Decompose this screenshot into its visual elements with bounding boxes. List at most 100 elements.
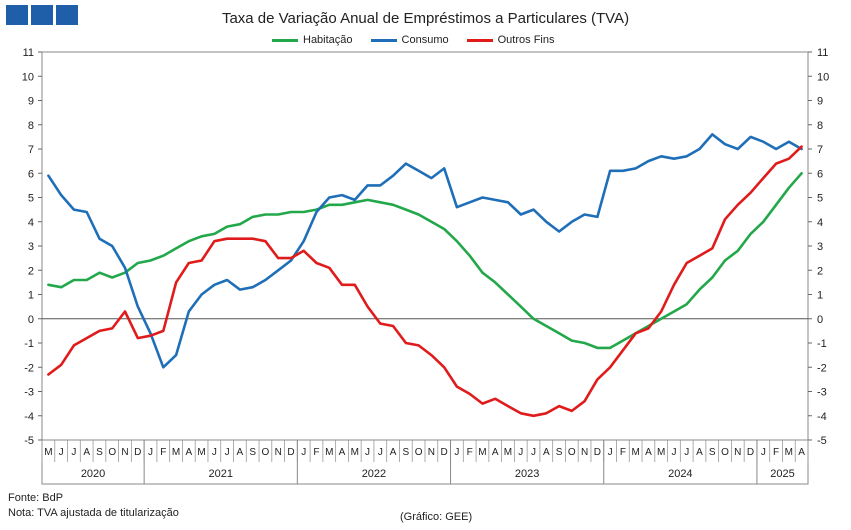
chart-legend: Habitação Consumo Outros Fins — [272, 34, 554, 46]
y-tick-label-left: 11 — [23, 47, 34, 59]
y-tick-label-right: -2 — [817, 362, 827, 374]
x-tick-label-month: J — [148, 447, 153, 458]
x-tick-label-month: O — [721, 447, 729, 458]
y-tick-label-left: 6 — [28, 168, 34, 180]
logo-square-1 — [6, 5, 28, 25]
y-tick-label-right: -4 — [817, 411, 827, 423]
y-tick-label-right: 0 — [817, 314, 823, 326]
y-tick-label-left: 10 — [22, 71, 34, 83]
source-note: Fonte: BdP — [8, 492, 64, 504]
x-tick-label-month: A — [390, 447, 397, 458]
y-tick-label-left: 0 — [28, 314, 34, 326]
chart-title: Taxa de Variação Anual de Empréstimos a … — [221, 10, 630, 27]
y-tick-label-right: 4 — [817, 217, 823, 229]
y-tick-label-right: 5 — [817, 193, 823, 205]
x-tick-label-month: J — [365, 447, 370, 458]
y-tick-label-right: 2 — [817, 265, 823, 277]
x-tick-label-month: J — [212, 447, 217, 458]
x-tick-label-month: J — [59, 447, 64, 458]
y-tick-label-left: 4 — [28, 217, 34, 229]
chart-credit: (Gráfico: GEE) — [400, 511, 473, 523]
x-tick-label-month: D — [747, 447, 754, 458]
x-tick-label-month: J — [608, 447, 613, 458]
x-tick-label-month: D — [594, 447, 601, 458]
x-tick-label-month: S — [96, 447, 103, 458]
x-tick-label-month: M — [325, 447, 333, 458]
y-tick-label-right: -3 — [817, 387, 827, 399]
x-tick-label-month: F — [773, 447, 779, 458]
x-tick-label-month: S — [249, 447, 256, 458]
x-tick-label-month: A — [83, 447, 90, 458]
y-tick-label-left: -5 — [24, 435, 34, 447]
y-tick-label-right: -5 — [817, 435, 827, 447]
x-tick-label-month: O — [108, 447, 116, 458]
x-tick-label-month: S — [556, 447, 563, 458]
series-line-habita-o — [47, 172, 803, 350]
x-tick-label-month: M — [44, 447, 52, 458]
series-line-outros-fins — [47, 145, 803, 418]
x-tick-label-month: J — [301, 447, 306, 458]
x-tick-label-month: J — [454, 447, 459, 458]
x-tick-label-month: F — [620, 447, 626, 458]
x-tick-label-month: M — [504, 447, 512, 458]
y-tick-label-left: 8 — [28, 120, 34, 132]
x-tick-label-month: N — [121, 447, 128, 458]
y-tick-label-right: 7 — [817, 144, 823, 156]
x-tick-label-month: N — [581, 447, 588, 458]
legend-swatch-outros-fins — [466, 38, 493, 42]
x-tick-label-month: A — [798, 447, 805, 458]
x-tick-label-month: D — [441, 447, 448, 458]
x-tick-label-month: A — [237, 447, 244, 458]
x-tick-label-month: M — [351, 447, 359, 458]
x-tick-label-month: M — [197, 447, 205, 458]
x-tick-label-month: S — [709, 447, 716, 458]
x-tick-label-month: F — [160, 447, 166, 458]
x-tick-label-year: 2021 — [208, 468, 232, 480]
legend-item-habitacao: Habitação — [272, 34, 353, 46]
logo-square-2 — [31, 5, 53, 25]
y-tick-label-left: 5 — [28, 193, 34, 205]
x-tick-label-month: S — [403, 447, 410, 458]
x-tick-label-month: A — [645, 447, 652, 458]
y-tick-label-left: 7 — [28, 144, 34, 156]
legend-swatch-consumo — [370, 38, 397, 42]
y-tick-label-right: 9 — [817, 96, 823, 108]
y-tick-label-right: -1 — [817, 338, 827, 350]
x-tick-label-month: F — [467, 447, 473, 458]
y-tick-label-right: 1 — [817, 290, 823, 302]
x-tick-label-month: M — [657, 447, 665, 458]
x-tick-label-month: A — [339, 447, 346, 458]
series-line-consumo — [47, 133, 803, 369]
x-tick-label-month: J — [531, 447, 536, 458]
x-tick-label-month: M — [172, 447, 180, 458]
y-tick-label-left: -2 — [24, 362, 34, 374]
x-tick-label-month: A — [543, 447, 550, 458]
x-tick-label-month: N — [734, 447, 741, 458]
x-tick-label-month: M — [478, 447, 486, 458]
x-tick-label-year: 2022 — [362, 468, 386, 480]
legend-swatch-habitacao — [272, 38, 298, 42]
y-tick-label-left: 9 — [28, 96, 34, 108]
y-tick-label-right: 11 — [817, 47, 828, 59]
footnote: Nota: TVA ajustada de titularização — [8, 507, 179, 519]
x-tick-label-month: J — [225, 447, 230, 458]
x-tick-label-month: J — [518, 447, 523, 458]
y-tick-label-right: 10 — [817, 71, 829, 83]
legend-item-outros-fins: Outros Fins — [466, 34, 555, 46]
plot-frame — [41, 51, 809, 485]
x-tick-label-month: D — [134, 447, 141, 458]
x-tick-label-month: A — [185, 447, 192, 458]
legend-label-consumo: Consumo — [401, 34, 449, 46]
x-tick-label-month: O — [568, 447, 576, 458]
y-tick-label-left: -1 — [24, 338, 34, 350]
logo-square-3 — [56, 5, 78, 25]
x-tick-label-month: N — [275, 447, 282, 458]
y-tick-label-right: 8 — [817, 120, 823, 132]
x-tick-label-month: D — [287, 447, 294, 458]
y-tick-label-right: 3 — [817, 241, 823, 253]
legend-label-outros-fins: Outros Fins — [497, 34, 555, 46]
x-tick-label-year: 2020 — [81, 468, 105, 480]
x-tick-label-month: A — [492, 447, 499, 458]
y-tick-label-left: -4 — [24, 411, 34, 423]
